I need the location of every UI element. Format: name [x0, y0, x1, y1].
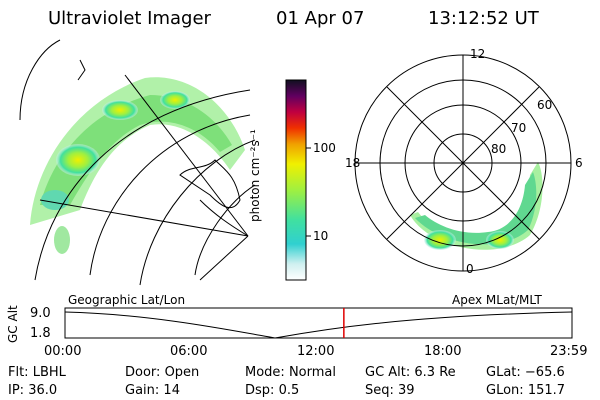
status-glon: GLon: 151.7 — [486, 383, 566, 398]
timeline-xtick-0000: 00:00 — [44, 344, 82, 359]
status-door: Door: Open — [125, 365, 200, 380]
timeline-xtick-0600: 06:00 — [170, 344, 208, 359]
timeline-xtick-1200: 12:00 — [297, 344, 335, 359]
colorbar-tick-100: 100 — [313, 141, 336, 155]
lat-label-80: 80 — [491, 142, 507, 156]
status-glat: GLat: −65.6 — [486, 365, 565, 380]
status-dsp: Dsp: 0.5 — [245, 383, 300, 398]
timeline-axis-title: GC Alt — [6, 305, 20, 343]
colorbar-unit-label: photon cm⁻²s⁻¹ — [248, 129, 262, 222]
mlt-label-0: 0 — [466, 262, 474, 276]
timeline-xtick-2359: 23:59 — [550, 344, 588, 359]
time-label: 13:12:52 UT — [428, 8, 539, 29]
status-seq: Seq: 39 — [365, 383, 415, 398]
status-flt: Flt: LBHL — [8, 365, 66, 380]
status-gc-alt: GC Alt: 6.3 Re — [365, 365, 456, 380]
timeline-ytick-9: 9.0 — [30, 306, 51, 321]
timeline-right-label: Apex MLat/MLT — [452, 293, 542, 307]
mlt-label-12: 12 — [470, 47, 486, 61]
app-title: Ultraviolet Imager — [48, 8, 211, 29]
lat-label-60: 60 — [537, 98, 553, 112]
colorbar — [285, 79, 311, 281]
lat-label-70: 70 — [511, 121, 527, 135]
geographic-map — [19, 39, 256, 286]
status-gain: Gain: 14 — [125, 383, 180, 398]
mlt-label-6: 6 — [575, 156, 583, 170]
timeline-xtick-1800: 18:00 — [424, 344, 462, 359]
date-label: 01 Apr 07 — [276, 8, 365, 29]
status-mode: Mode: Normal — [245, 365, 336, 380]
mlt-label-18: 18 — [345, 156, 361, 170]
timeline-ytick-1-8: 1.8 — [30, 326, 51, 341]
timeline-left-label: Geographic Lat/Lon — [68, 293, 186, 307]
status-ip: IP: 36.0 — [8, 383, 58, 398]
polar-plot — [354, 54, 572, 272]
timeline-plot — [64, 307, 573, 339]
colorbar-tick-10: 10 — [313, 229, 329, 243]
